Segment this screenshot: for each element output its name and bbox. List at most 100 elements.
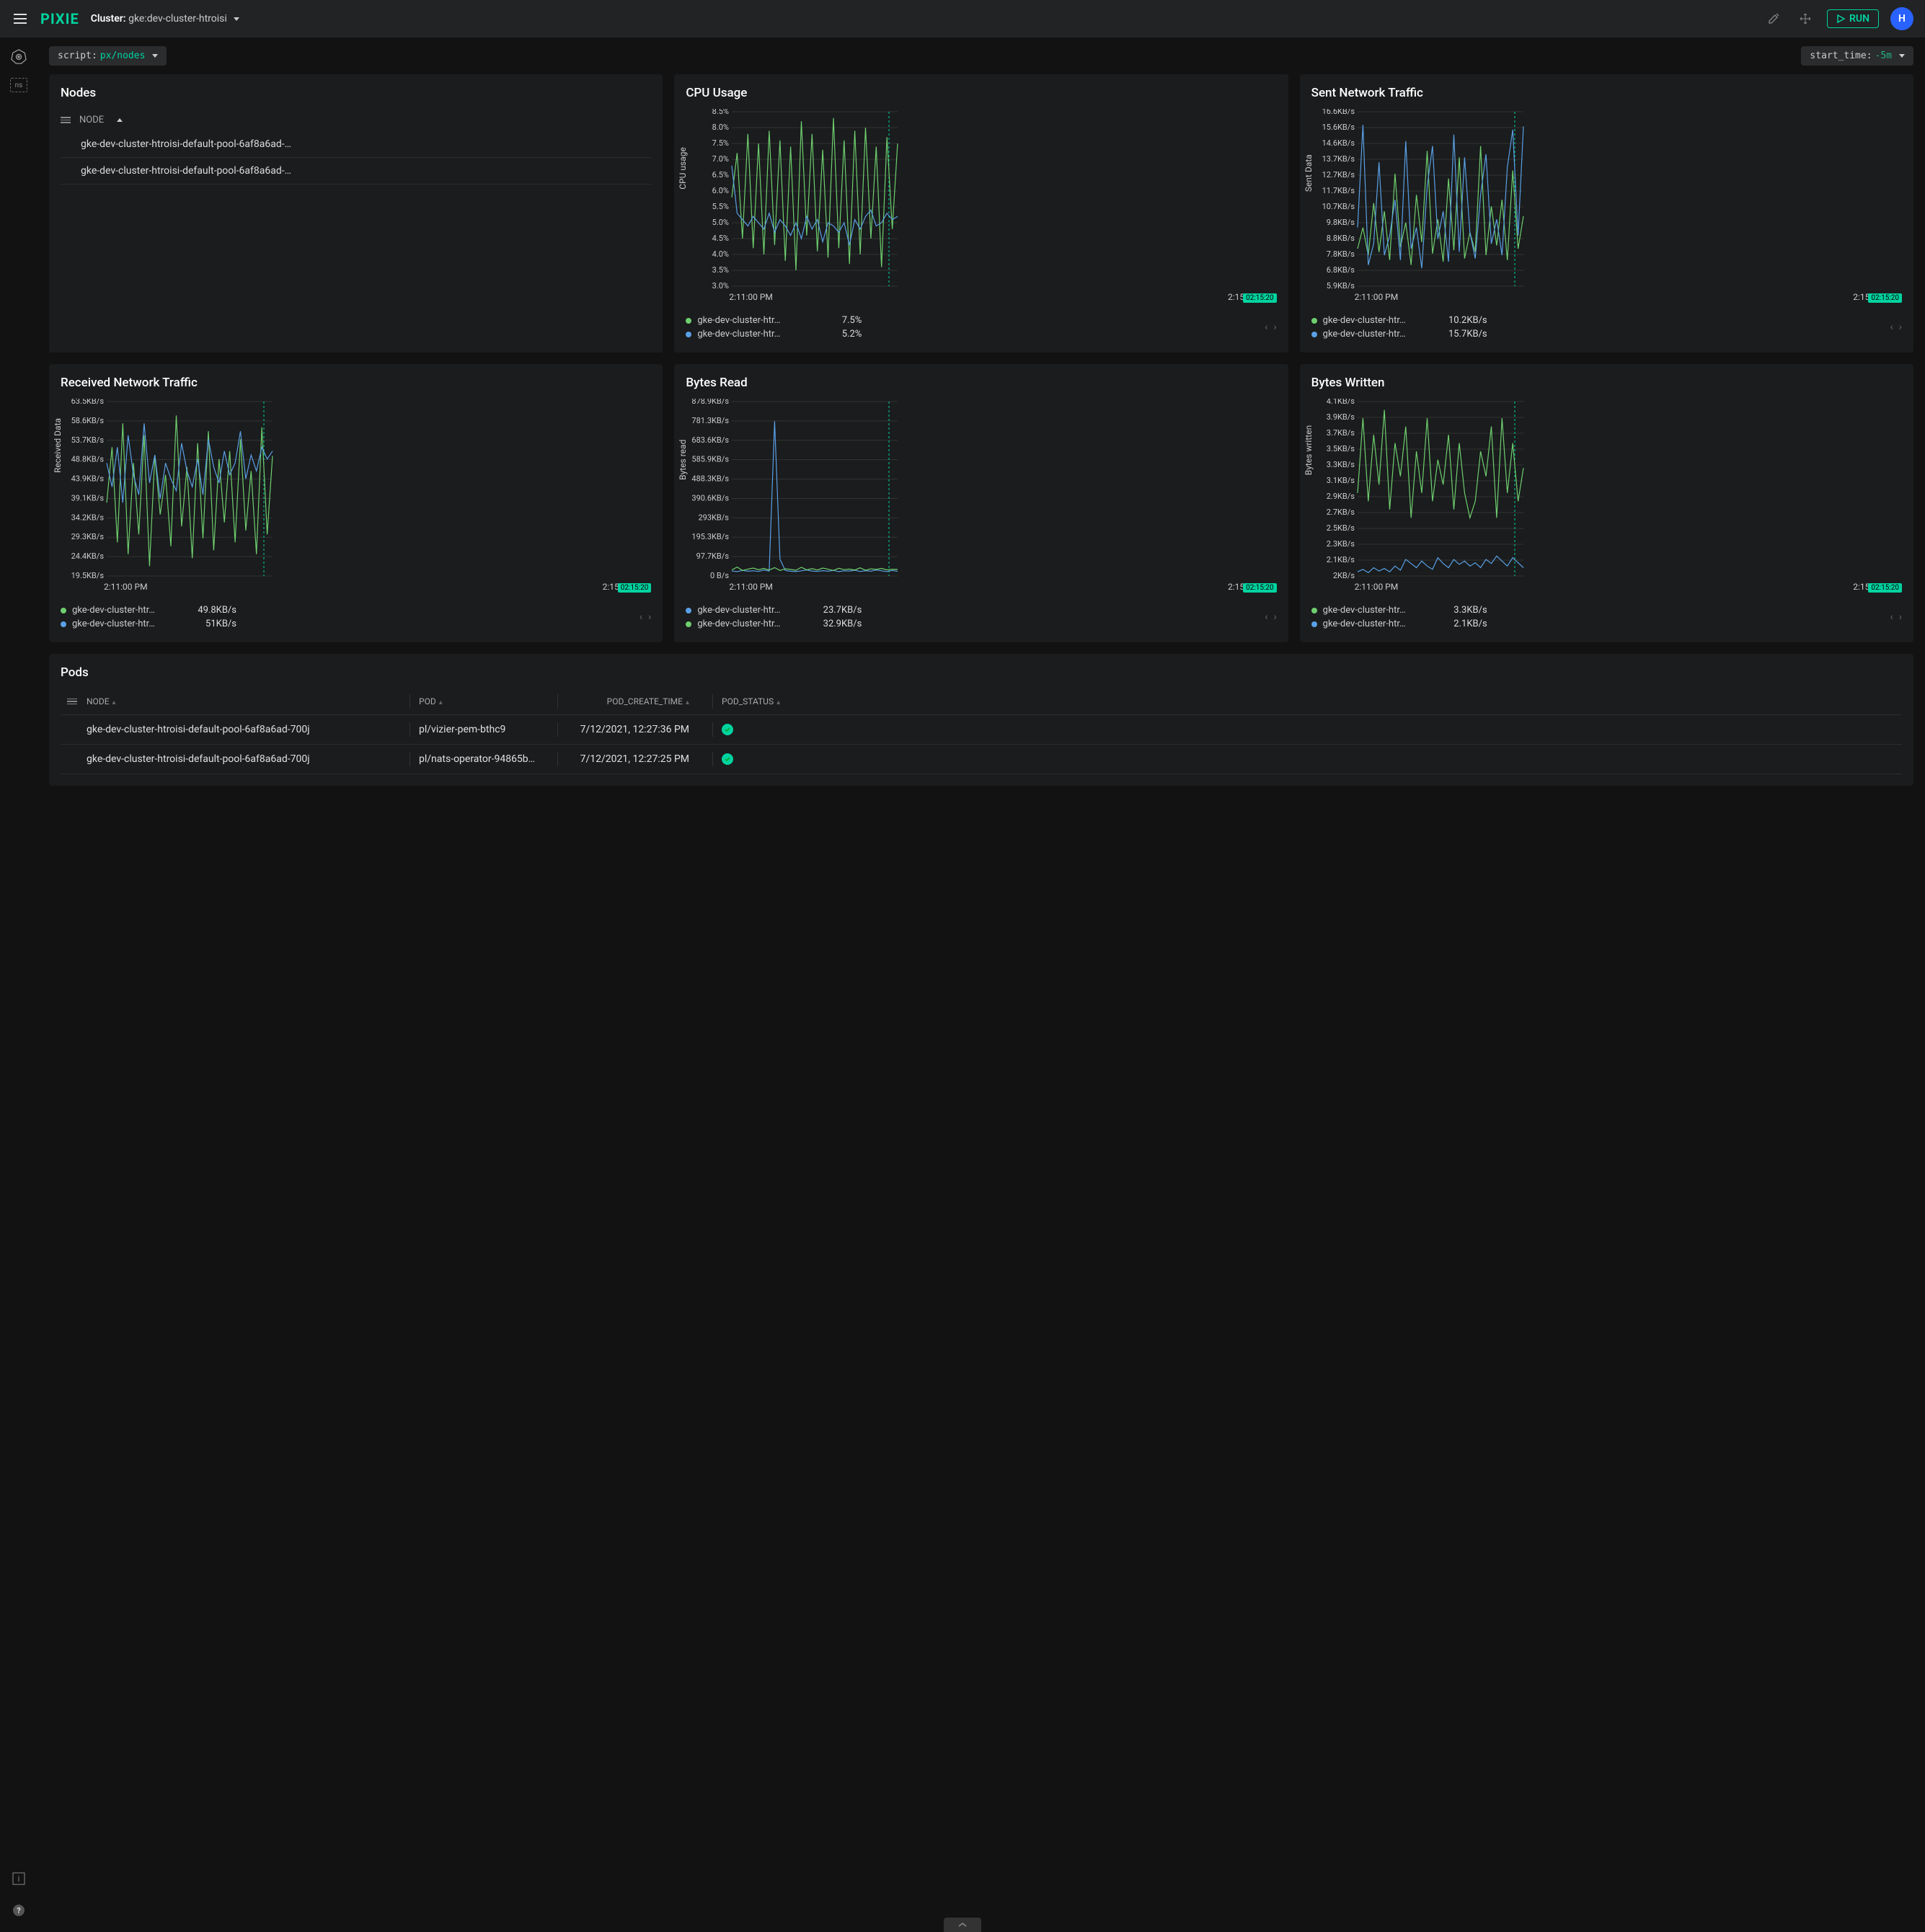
svg-text:43.9KB/s: 43.9KB/s [71, 474, 105, 484]
namespace-icon[interactable]: ns [10, 78, 27, 92]
pod-row[interactable]: gke-dev-cluster-htroisi-default-pool-6af… [61, 715, 1902, 745]
panel-title: Pods [61, 665, 1902, 680]
svg-text:16.6KB/s: 16.6KB/s [1322, 109, 1355, 116]
panel-title: Bytes Read [686, 376, 1276, 390]
node-row[interactable]: gke-dev-cluster-htroisi-default-pool-6af… [61, 158, 651, 185]
svg-text:13.7KB/s: 13.7KB/s [1322, 154, 1355, 164]
panel-title: Received Network Traffic [61, 376, 651, 390]
svg-text:58.6KB/s: 58.6KB/s [71, 416, 105, 425]
svg-text:8.8KB/s: 8.8KB/s [1326, 234, 1355, 243]
legend-row: gke-dev-cluster-htr… 32.9KB/s [686, 617, 1276, 631]
avatar[interactable]: H [1890, 7, 1913, 30]
svg-text:293KB/s: 293KB/s [699, 513, 730, 522]
column-header-pod[interactable]: POD▴ [419, 696, 549, 706]
legend-prev[interactable]: ‹ [1890, 322, 1893, 333]
panel-title: Sent Network Traffic [1311, 86, 1902, 100]
legend-name: gke-dev-cluster-htr… [1323, 605, 1431, 616]
svg-text:0 B/s: 0 B/s [710, 571, 729, 579]
svg-text:15.6KB/s: 15.6KB/s [1322, 123, 1355, 132]
svg-text:2.3KB/s: 2.3KB/s [1326, 539, 1355, 549]
panel-title: Bytes Written [1311, 376, 1902, 390]
column-header-status[interactable]: POD_STATUS▴ [722, 696, 794, 706]
script-selector[interactable]: script: px/nodes [49, 46, 167, 66]
y-axis-label: CPU usage [678, 147, 688, 190]
cell-pod: pl/nats-operator-94865b… [419, 753, 549, 765]
legend-value: 49.8KB/s [186, 605, 236, 616]
run-button[interactable]: RUN [1827, 9, 1879, 28]
cursor-time-badge: 02:15:20 [618, 583, 652, 593]
svg-text:3.1KB/s: 3.1KB/s [1326, 476, 1355, 485]
chart-panel-sent: Sent Network Traffic Sent Data 16.6KB/s1… [1300, 74, 1913, 353]
svg-text:3.3KB/s: 3.3KB/s [1326, 460, 1355, 469]
chart-area[interactable]: CPU usage 8.5%8.0%7.5%7.0%6.5%6.0%5.5%5.… [686, 109, 1276, 302]
legend-value: 2.1KB/s [1437, 619, 1487, 629]
legend-next[interactable]: › [1273, 611, 1276, 623]
legend-dot-icon [686, 621, 691, 627]
svg-text:6.0%: 6.0% [712, 186, 729, 195]
help-icon[interactable]: ? [9, 1900, 29, 1920]
legend-prev[interactable]: ‹ [1265, 611, 1267, 623]
svg-text:24.4KB/s: 24.4KB/s [71, 551, 105, 561]
svg-text:2.7KB/s: 2.7KB/s [1326, 508, 1355, 517]
legend-row: gke-dev-cluster-htr… 3.3KB/s [1311, 603, 1902, 617]
cell-node: gke-dev-cluster-htroisi-default-pool-6af… [84, 724, 401, 735]
svg-text:2.9KB/s: 2.9KB/s [1326, 492, 1355, 501]
chart-area[interactable]: Bytes written 4.1KB/s3.9KB/s3.7KB/s3.5KB… [1311, 399, 1902, 592]
move-icon[interactable] [1795, 9, 1815, 29]
x-axis-start: 2:11:00 PM [729, 292, 773, 302]
edit-icon[interactable] [1764, 9, 1784, 29]
legend-name: gke-dev-cluster-htr… [697, 619, 805, 629]
legend-prev[interactable]: ‹ [1890, 611, 1893, 623]
table-menu-icon[interactable] [67, 699, 77, 705]
column-header-node[interactable]: NODE [79, 115, 104, 125]
svg-text:4.1KB/s: 4.1KB/s [1326, 399, 1355, 406]
legend-value: 32.9KB/s [811, 619, 862, 629]
info-icon[interactable]: i [9, 1869, 29, 1889]
sort-caret-icon [117, 118, 123, 122]
svg-text:195.3KB/s: 195.3KB/s [692, 532, 730, 541]
legend-next[interactable]: › [1273, 322, 1276, 333]
legend-prev[interactable]: ‹ [1265, 322, 1267, 333]
legend-next[interactable]: › [1899, 611, 1902, 623]
start-time-key: start_time: [1810, 50, 1872, 61]
svg-text:3.7KB/s: 3.7KB/s [1326, 428, 1355, 438]
start-time-selector[interactable]: start_time: -5m [1801, 46, 1913, 66]
column-header-node[interactable]: NODE▴ [84, 696, 401, 706]
pod-row[interactable]: gke-dev-cluster-htroisi-default-pool-6af… [61, 745, 1902, 774]
chevron-down-icon [234, 17, 239, 21]
svg-text:11.7KB/s: 11.7KB/s [1322, 186, 1355, 195]
node-row[interactable]: gke-dev-cluster-htroisi-default-pool-6af… [61, 131, 651, 158]
y-axis-label: Bytes written [1304, 425, 1314, 475]
cluster-selector[interactable]: Cluster: gke:dev-cluster-htroisi [91, 13, 240, 25]
legend-dot-icon [686, 318, 691, 324]
chart-area[interactable]: Received Data 63.5KB/s58.6KB/s53.7KB/s48… [61, 399, 651, 592]
legend-name: gke-dev-cluster-htr… [1323, 329, 1431, 340]
legend-dot-icon [61, 621, 66, 627]
legend-dot-icon [1311, 332, 1317, 337]
y-axis-label: Received Data [53, 418, 63, 473]
legend-row: gke-dev-cluster-htr… 51KB/s [61, 617, 651, 631]
table-menu-icon[interactable] [61, 117, 71, 123]
k8s-icon[interactable] [9, 46, 29, 66]
chart-panel-bread: Bytes Read Bytes read 878.9KB/s781.3KB/s… [674, 364, 1288, 642]
legend-name: gke-dev-cluster-htr… [1323, 619, 1431, 629]
status-ok-icon [722, 724, 733, 735]
pods-panel: Pods NODE▴ POD▴ POD_CREATE_TIME▴ POD_STA… [49, 654, 1913, 786]
x-axis-end: 2:1502:15:20 [1228, 582, 1277, 592]
svg-text:6.8KB/s: 6.8KB/s [1326, 265, 1355, 275]
svg-text:48.8KB/s: 48.8KB/s [71, 455, 105, 464]
chart-area[interactable]: Sent Data 16.6KB/s15.6KB/s14.6KB/s13.7KB… [1311, 109, 1902, 302]
expand-drawer[interactable] [944, 1918, 981, 1932]
chart-area[interactable]: Bytes read 878.9KB/s781.3KB/s683.6KB/s58… [686, 399, 1276, 592]
legend-next[interactable]: › [1899, 322, 1902, 333]
cursor-time-badge: 02:15:20 [1868, 293, 1902, 303]
legend-row: gke-dev-cluster-htr… 2.1KB/s [1311, 617, 1902, 631]
svg-text:34.2KB/s: 34.2KB/s [71, 513, 105, 522]
column-header-time[interactable]: POD_CREATE_TIME▴ [567, 696, 704, 706]
legend-dot-icon [686, 332, 691, 337]
legend-prev[interactable]: ‹ [640, 611, 642, 623]
svg-text:390.6KB/s: 390.6KB/s [692, 493, 730, 502]
legend-dot-icon [61, 608, 66, 613]
legend-next[interactable]: › [648, 611, 651, 623]
menu-toggle[interactable] [12, 10, 29, 27]
